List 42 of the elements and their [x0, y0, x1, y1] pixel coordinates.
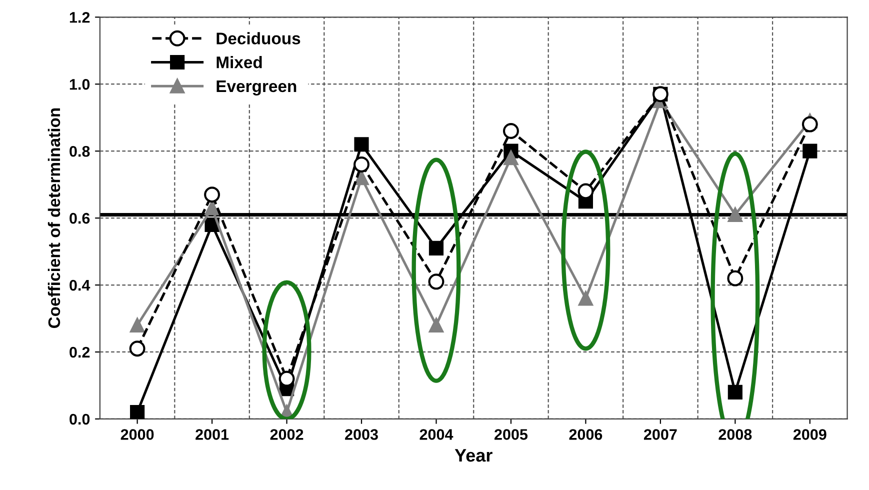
y-tick-label: 0.6 [70, 212, 90, 224]
x-tick-label: 2005 [494, 429, 528, 440]
y-axis-title: Coefficient of determination [48, 108, 60, 328]
point [727, 270, 744, 286]
x-tick-label: 2001 [196, 429, 229, 440]
x-tick-label: 2003 [345, 429, 378, 440]
y-tick-label: 1.2 [70, 12, 90, 23]
point [578, 183, 594, 200]
point [130, 404, 145, 419]
point [278, 370, 295, 387]
point [504, 150, 518, 166]
x-tick-label: 2009 [793, 429, 826, 440]
point [354, 137, 369, 152]
point [354, 156, 370, 172]
y-tick-label: 0.8 [70, 146, 90, 157]
point [204, 200, 220, 216]
x-tick-label: 2006 [569, 429, 602, 440]
point [428, 240, 444, 256]
point [728, 384, 742, 400]
y-tick-label: 0.4 [70, 280, 90, 291]
y-tick-label: 0.2 [70, 346, 90, 358]
point [502, 123, 519, 139]
point [802, 144, 818, 158]
point [204, 186, 220, 203]
legend-label: Deciduous [216, 32, 300, 44]
point [130, 318, 145, 332]
point [802, 116, 818, 132]
x-axis-title: Year [454, 449, 492, 462]
point [428, 318, 444, 332]
point [129, 340, 146, 357]
x-tick-label: 2002 [270, 429, 304, 440]
point [728, 207, 742, 222]
point [578, 291, 593, 306]
x-tick-label: 2007 [644, 429, 677, 440]
x-tick-label: 2004 [420, 429, 454, 440]
legend-label: Mixed [216, 56, 262, 68]
x-tick-label: 2000 [120, 429, 154, 440]
point [428, 274, 444, 290]
y-tick-label: 1.0 [70, 78, 90, 90]
y-tick-label: 0.0 [70, 414, 90, 425]
legend-label: Evergreen [216, 80, 296, 96]
x-tick-label: 2008 [718, 429, 752, 440]
